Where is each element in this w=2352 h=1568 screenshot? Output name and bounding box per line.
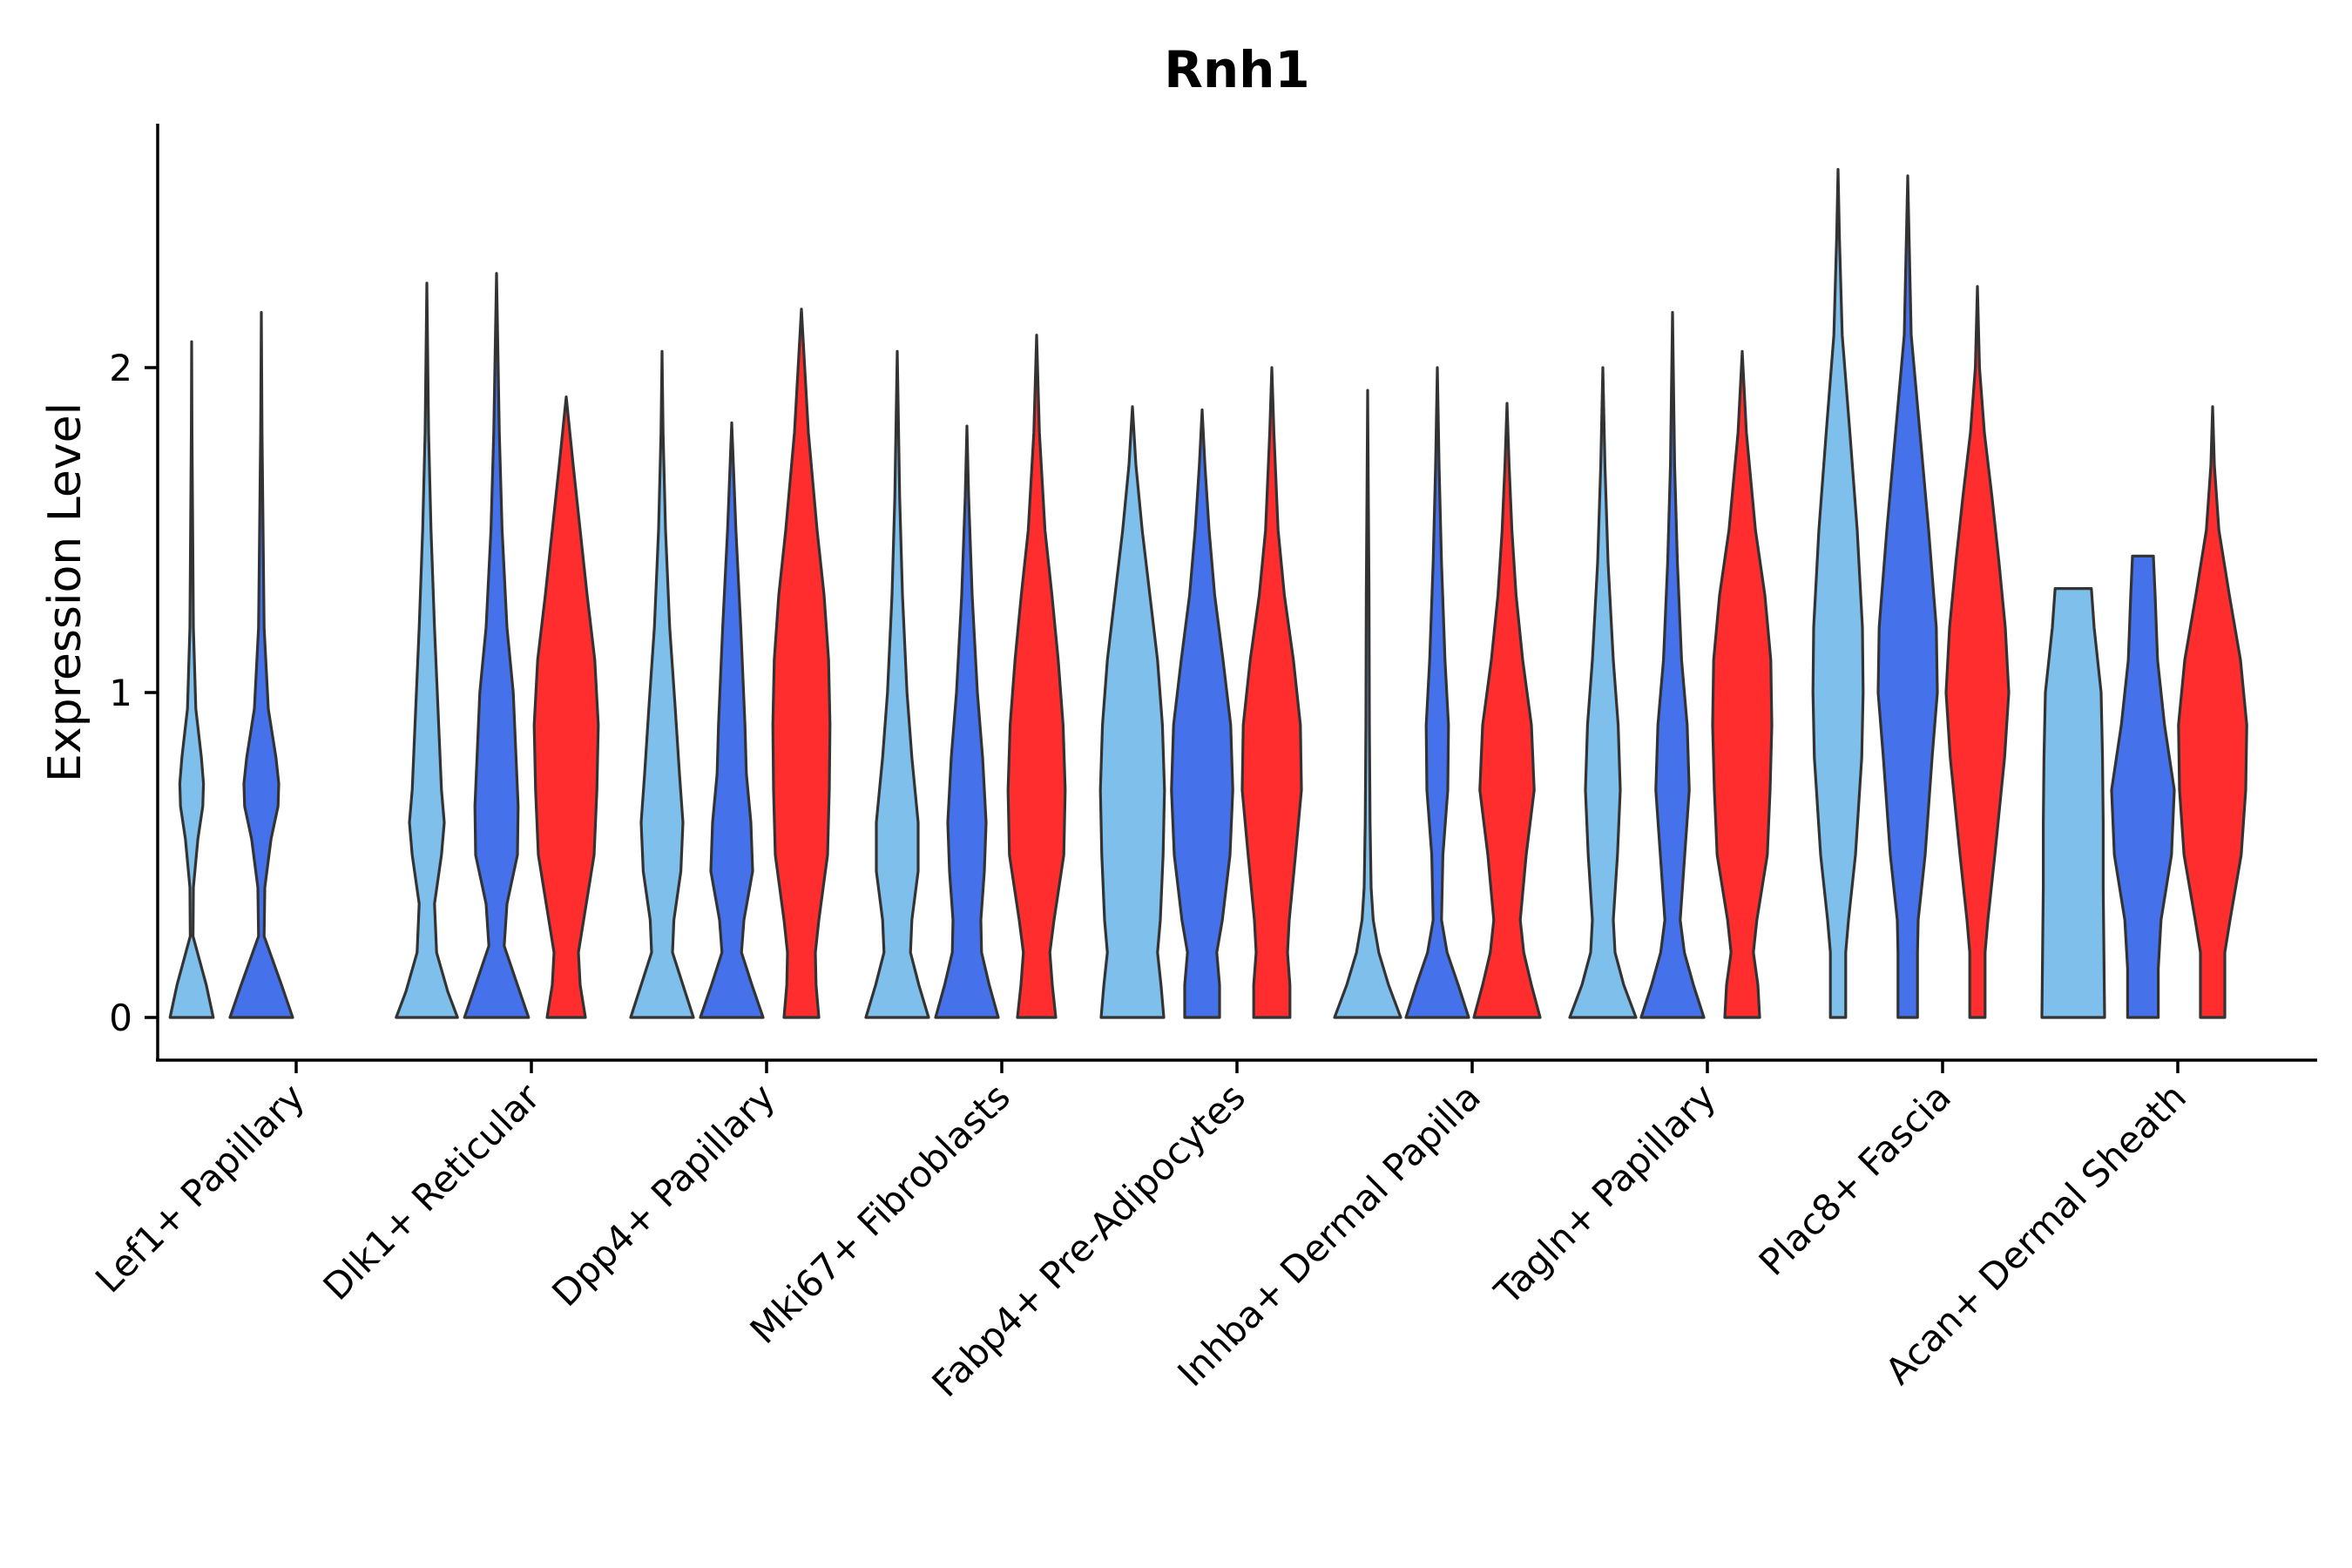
violin-group-3-8	[1944, 285, 2011, 1019]
violin-group-1-7	[1568, 366, 1638, 1019]
violin-group-2-1	[228, 311, 294, 1019]
x-tick-label: Lef1+ Papillary	[87, 1075, 313, 1301]
violin-group-1-6	[1333, 389, 1402, 1019]
chart-title: Rnh1	[1164, 40, 1310, 99]
violin-group-1-8	[1811, 167, 1865, 1019]
y-tick-label: 0	[109, 997, 132, 1039]
violin-group-1-4	[864, 349, 930, 1019]
violin-group-2-2	[463, 272, 531, 1019]
y-axis-ticks: 0 1 2	[109, 347, 158, 1039]
violin-group-3-3	[771, 308, 832, 1019]
violin-group-2-3	[699, 421, 765, 1019]
violin-group-1-2	[395, 281, 459, 1019]
violin-group-3-4	[1006, 334, 1067, 1019]
violin-group-2-5	[1170, 408, 1234, 1019]
x-tick-label: Mki67+ Fibroblasts	[742, 1075, 1018, 1351]
violin-group-3-6	[1472, 402, 1542, 1019]
violin-group-1-9	[2040, 587, 2106, 1019]
y-tick-label: 2	[109, 347, 132, 389]
x-tick-label: Tagln+ Papillary	[1486, 1075, 1724, 1313]
violin-group-2-8	[1876, 174, 1939, 1019]
violin-group-1-3	[629, 349, 695, 1019]
violin-group-1-5	[1098, 405, 1166, 1019]
violin-group-3-9	[2177, 405, 2248, 1019]
violin-group-3-5	[1240, 366, 1303, 1019]
y-axis-label: Expression Level	[39, 402, 91, 782]
violins-layer	[168, 167, 2248, 1019]
violin-group-2-6	[1404, 366, 1470, 1019]
x-tick-label: Dpp4+ Papillary	[544, 1075, 783, 1315]
x-tick-label: Dlk1+ Reticular	[315, 1075, 549, 1308]
violin-group-3-2	[532, 395, 600, 1019]
y-tick-label: 1	[109, 672, 132, 714]
violin-group-1-1	[168, 340, 215, 1019]
violin-group-3-7	[1711, 349, 1774, 1019]
violin-group-2-7	[1639, 311, 1706, 1019]
violin-group-2-9	[2110, 554, 2176, 1019]
violin-group-2-4	[934, 424, 1000, 1019]
x-tick-label: Plac8+ Fascia	[1751, 1075, 1959, 1283]
